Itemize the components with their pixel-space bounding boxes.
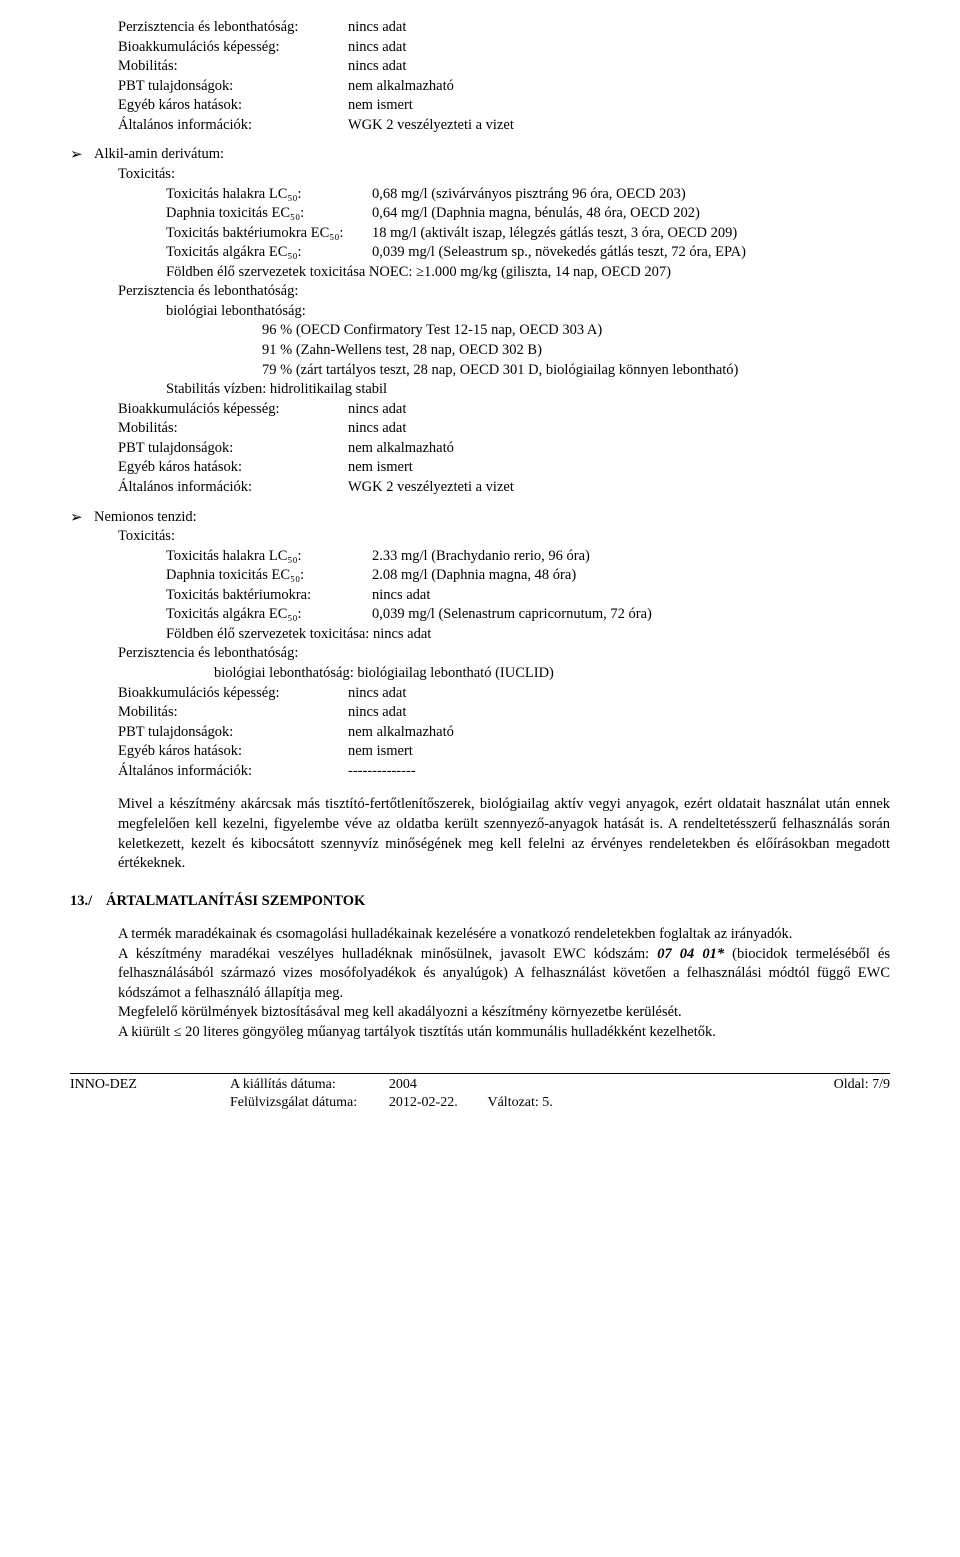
bio-lines: 96 % (OECD Confirmatory Test 12-15 nap, … <box>94 321 890 380</box>
prop-value: nem alkalmazható <box>348 77 514 97</box>
tox-value: 0,68 mg/l (szivárványos pisztráng 96 óra… <box>372 185 890 205</box>
prop-label: PBT tulajdonságok: <box>118 723 348 743</box>
page-footer: INNO-DEZ A kiállítás dátuma: 2004 Felülv… <box>70 1076 890 1114</box>
tox-value: 18 mg/l (aktivált iszap, lélegzés gátlás… <box>372 224 890 244</box>
perzisztencia-label: Perzisztencia és lebonthatóság: <box>94 644 890 664</box>
prop-label: Mobilitás: <box>118 419 348 439</box>
prop-label: Bioakkumulációs képesség: <box>118 38 348 58</box>
tox-value: ≥1.000 mg/kg (giliszta, 14 nap, OECD 207… <box>416 264 671 280</box>
stability-line: Stabilitás vízben: hidrolitikailag stabi… <box>94 380 890 400</box>
prop-value: nem ismert <box>348 458 514 478</box>
prop-label: Egyéb káros hatások: <box>118 458 348 478</box>
prop-value: nincs adat <box>348 419 514 439</box>
section-number: 13./ <box>70 892 106 912</box>
tox-label: Toxicitás halakra LC₅₀: <box>166 185 372 205</box>
footer-rev-label: Felülvizsgálat dátuma: <box>230 1094 389 1113</box>
prop-label: Egyéb káros hatások: <box>118 742 348 762</box>
prop-value: nincs adat <box>348 38 514 58</box>
prop-label: Általános információk: <box>118 116 348 136</box>
tox-label: Toxicitás algákra EC₅₀: <box>166 243 372 263</box>
toxicitas-label: Toxicitás: <box>94 165 890 185</box>
tox-value: 2.08 mg/l (Daphnia magna, 48 óra) <box>372 566 576 586</box>
prop-label: Bioakkumulációs képesség: <box>118 400 348 420</box>
prop-value: nem ismert <box>348 742 454 762</box>
prop-label: Egyéb káros hatások: <box>118 96 348 116</box>
tox-label: Toxicitás baktériumokra: <box>166 586 372 606</box>
block3-tail: Bioakkumulációs képesség:nincs adat Mobi… <box>94 684 454 782</box>
sect13-p1: A termék maradékainak és csomagolási hul… <box>70 925 890 945</box>
bio-line: biológiai lebonthatóság: biológiailag le… <box>94 664 890 684</box>
tox-value: 2.33 mg/l (Brachydanio rerio, 96 óra) <box>372 547 590 567</box>
block2-tail: Bioakkumulációs képesség:nincs adat Mobi… <box>94 400 514 498</box>
tox-label: Toxicitás halakra LC₅₀: <box>166 547 372 567</box>
tox-label: Toxicitás baktériumokra EC₅₀: <box>166 224 372 244</box>
sect13-p4: A kiürült ≤ 20 literes göngyöleg műanyag… <box>70 1023 890 1043</box>
prop-label: PBT tulajdonságok: <box>118 439 348 459</box>
tox-label: Daphnia toxicitás EC₅₀: <box>166 566 372 586</box>
nemionos-section: ➢ Nemionos tenzid: Toxicitás: Toxicitás … <box>70 508 890 782</box>
prop-label: Bioakkumulációs képesség: <box>118 684 348 704</box>
sect13-p3: Megfelelő körülmények biztosításával meg… <box>70 1003 890 1023</box>
tox-label: Földben élő szervezetek toxicitása NOEC: <box>166 264 412 280</box>
prop-value: nincs adat <box>348 684 454 704</box>
bio-label: biológiai lebonthatóság: <box>94 302 890 322</box>
paragraph-text: Mivel a készítmény akárcsak más tisztító… <box>70 795 890 873</box>
prop-label: Általános információk: <box>118 762 348 782</box>
tox-label: Daphnia toxicitás EC₅₀: <box>166 204 372 224</box>
tox-value: 0,64 mg/l (Daphnia magna, bénulás, 48 ór… <box>372 204 890 224</box>
footer-date-value: 2004 <box>389 1076 488 1095</box>
toxicitas-label: Toxicitás: <box>94 527 890 547</box>
footer-rev-value: 2012-02-22. <box>389 1094 488 1113</box>
prop-label: Mobilitás: <box>118 57 348 77</box>
tox-list: Toxicitás halakra LC₅₀:2.33 mg/l (Brachy… <box>94 547 890 645</box>
footer-date-label: A kiállítás dátuma: <box>230 1076 389 1095</box>
footer-left: INNO-DEZ <box>70 1076 230 1114</box>
bullet-icon: ➢ <box>70 145 94 165</box>
bullet-icon: ➢ <box>70 508 94 528</box>
prop-value: nem alkalmazható <box>348 723 454 743</box>
fold-line: Földben élő szervezetek toxicitása: ninc… <box>166 625 890 645</box>
prop-label: Perzisztencia és lebonthatóság: <box>118 18 348 38</box>
footer-page: Oldal: 7/9 <box>560 1076 890 1114</box>
bio-line: 79 % (zárt tartályos teszt, 28 nap, OECD… <box>262 361 890 381</box>
section-title: ÁRTALMATLANÍTÁSI SZEMPONTOK <box>106 892 365 912</box>
alkil-amin-section: ➢ Alkil-amin derivátum: Toxicitás: Toxic… <box>70 145 890 497</box>
section-heading: Nemionos tenzid: <box>94 508 890 528</box>
footer-rule <box>70 1073 890 1074</box>
perzisztencia-label: Perzisztencia és lebonthatóság: <box>94 282 890 302</box>
prop-value: WGK 2 veszélyezteti a vizet <box>348 478 514 498</box>
tox-value: nincs adat <box>372 586 430 606</box>
prop-label: PBT tulajdonságok: <box>118 77 348 97</box>
prop-label: Mobilitás: <box>118 703 348 723</box>
ewc-code: 07 04 01* <box>657 946 724 962</box>
footer-version: Változat: 5. <box>487 1095 552 1110</box>
tox-value: 0,039 mg/l (Seleastrum sp., növekedés gá… <box>372 243 890 263</box>
p2-pre: A készítmény maradékai veszélyes hulladé… <box>118 946 657 962</box>
prop-value: -------------- <box>348 762 454 782</box>
prop-label: Általános információk: <box>118 478 348 498</box>
prop-value: WGK 2 veszélyezteti a vizet <box>348 116 514 136</box>
block1-properties: Perzisztencia és lebonthatóság:nincs ada… <box>70 18 514 135</box>
sect13-p2: A készítmény maradékai veszélyes hulladé… <box>70 945 890 1004</box>
bio-line: 91 % (Zahn-Wellens test, 28 nap, OECD 30… <box>262 341 890 361</box>
bio-line: 96 % (OECD Confirmatory Test 12-15 nap, … <box>262 321 890 341</box>
prop-value: nincs adat <box>348 400 514 420</box>
section-heading: Alkil-amin derivátum: <box>94 145 890 165</box>
prop-value: nem alkalmazható <box>348 439 514 459</box>
prop-value: nincs adat <box>348 18 514 38</box>
tox-label: Toxicitás algákra EC₅₀: <box>166 605 372 625</box>
prop-value: nincs adat <box>348 703 454 723</box>
tox-value: 0,039 mg/l (Selenastrum capricornutum, 7… <box>372 605 652 625</box>
footer-mid: A kiállítás dátuma: 2004 Felülvizsgálat … <box>230 1076 560 1114</box>
prop-value: nincs adat <box>348 57 514 77</box>
section-13-heading: 13./ ÁRTALMATLANÍTÁSI SZEMPONTOK <box>70 892 890 912</box>
tox-list: Toxicitás halakra LC₅₀:0,68 mg/l (szivár… <box>94 185 890 283</box>
prop-value: nem ismert <box>348 96 514 116</box>
